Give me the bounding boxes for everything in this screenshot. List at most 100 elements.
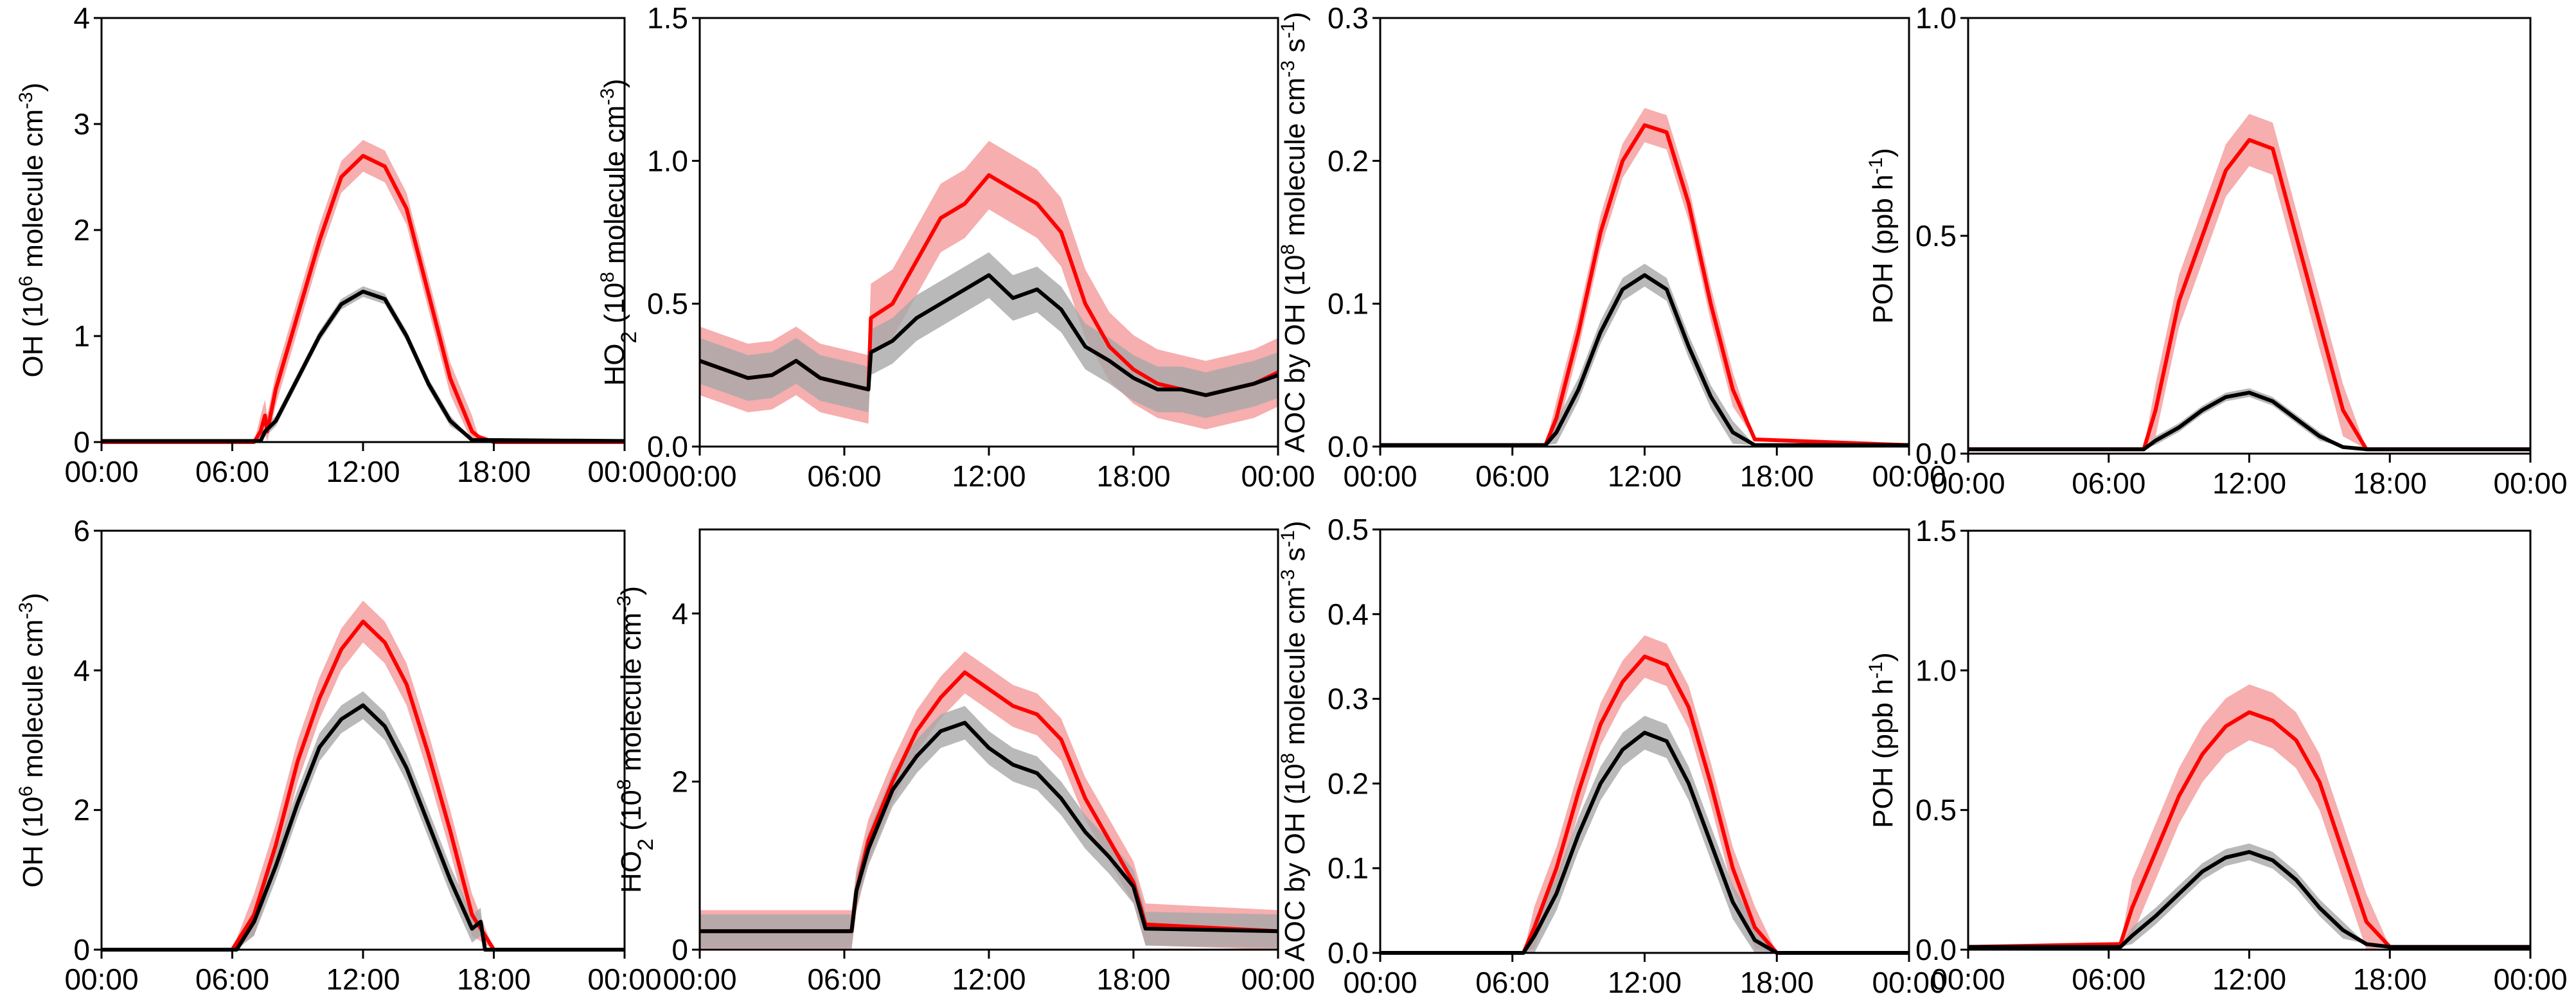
y-axis-label-part: OH (10 <box>17 797 49 888</box>
y-axis-label-part: HO <box>616 851 647 893</box>
black-uncertainty-band <box>102 691 625 950</box>
y-axis-label-part: molecule cm <box>1279 587 1311 753</box>
black-series-line <box>1968 849 2530 949</box>
y-tick-label: 0.3 <box>1328 1 1369 35</box>
y-tick-label: 0.0 <box>1915 437 1957 470</box>
y-axis-label-part: molecule cm <box>1279 78 1311 244</box>
y-axis-label-part: -3 <box>1277 60 1299 78</box>
red-series-line <box>700 670 1279 934</box>
y-axis-label: HO2 (108 molecule cm-3) <box>614 586 659 893</box>
panel-row1-POH: 0.0 0.5 1.0 00:00 06:00 12:00 18:00 00:00 POH (p… <box>1865 1 2568 500</box>
y-axis-label-part: -3 <box>597 88 618 105</box>
y-axis-label-part: -3 <box>15 92 37 109</box>
red-series-line <box>1968 710 2530 949</box>
y-axis-label-part: AOC by OH (10 <box>1279 764 1311 962</box>
x-tick-label: 06:00 <box>807 459 881 493</box>
red-series-line <box>102 154 625 444</box>
y-tick-label: 1.5 <box>1915 514 1957 547</box>
y-axis-label-part: -3 <box>614 596 635 613</box>
black-series-line <box>102 703 625 952</box>
y-tick-label: 0.2 <box>1328 144 1369 177</box>
y-tick-label: 0.0 <box>647 430 688 463</box>
x-tick-label: 12:00 <box>2212 963 2286 996</box>
y-tick-label: 0.5 <box>1915 219 1957 253</box>
y-tick-label: 0 <box>73 933 90 966</box>
y-tick-label: 4 <box>73 1 90 35</box>
y-axis-label: AOC by OH (108 molecule cm-3 s-1) <box>1277 520 1311 961</box>
y-tick-label: 2 <box>73 213 90 247</box>
y-axis-label-part: 8 <box>597 272 618 283</box>
black-series-line <box>1968 391 2530 452</box>
y-tick-label: 0 <box>671 933 688 966</box>
y-tick-label: 1 <box>73 319 90 353</box>
x-tick-label: 00:00 <box>2493 963 2567 996</box>
y-tick-label: 0.4 <box>1328 598 1369 631</box>
plot-frame <box>100 17 626 443</box>
y-tick-label: 1.0 <box>647 144 688 177</box>
y-axis-label: OH (106 molecule cm-3) <box>15 592 49 887</box>
x-tick-label: 00:00 <box>662 459 736 493</box>
y-axis-label-part: ) <box>1867 652 1899 662</box>
y-axis-label-part: ) <box>599 79 630 89</box>
x-tick-label: 06:00 <box>195 455 269 488</box>
y-axis-label-part: molecule cm <box>17 109 49 276</box>
y-axis-label-part: ) <box>17 82 49 92</box>
x-tick-label: 06:00 <box>807 963 881 996</box>
y-axis-label-part: 2 <box>617 332 641 344</box>
y-tick-label: 0.0 <box>1915 933 1957 966</box>
red-series-line <box>1968 138 2530 452</box>
y-tick-label: 2 <box>73 794 90 827</box>
x-tick-label: 00:00 <box>64 455 138 488</box>
x-tick-label: 18:00 <box>457 963 531 996</box>
y-tick-label: 4 <box>73 653 90 687</box>
y-tick-label: 0 <box>73 425 90 459</box>
y-axis-label-part: 6 <box>15 786 37 797</box>
x-tick-label: 18:00 <box>2353 466 2427 500</box>
x-tick-label: 12:00 <box>952 963 1026 996</box>
x-tick-label: 06:00 <box>1475 966 1549 999</box>
y-axis-label-part: -1 <box>1277 530 1299 547</box>
panel-row2-AOC: 0.0 0.1 0.2 0.3 0.4 0.5 00:00 06:00 12:00 18:00 00… <box>1277 513 1946 999</box>
x-tick-label: 18:00 <box>1740 459 1814 493</box>
y-axis-label-part: -1 <box>1865 157 1887 175</box>
y-axis-label-part: 2 <box>634 839 658 851</box>
x-tick-label: 12:00 <box>326 963 400 996</box>
y-axis-label-part: AOC by OH (10 <box>1279 255 1311 453</box>
panel-row1-OH: 0 1 2 3 4 00:00 06:00 12:00 18:00 00:00 OH (106 mo… <box>15 1 662 488</box>
black-series-line <box>102 289 625 443</box>
y-tick-label: 0.5 <box>1328 513 1369 546</box>
black-series-line <box>1380 731 1909 955</box>
black-series-line <box>1380 273 1909 447</box>
y-axis-label-part: 8 <box>1277 244 1299 255</box>
y-tick-label: 4 <box>671 597 688 630</box>
y-axis-label: POH (ppb h-1) <box>1865 652 1899 828</box>
y-axis-label-part: OH (10 <box>17 287 49 378</box>
y-axis-label-part: POH (ppb h <box>1867 679 1899 828</box>
x-tick-label: 06:00 <box>2072 963 2145 996</box>
x-tick-label: 06:00 <box>2072 466 2145 500</box>
y-axis-label-part: s <box>1279 547 1311 569</box>
y-tick-label: 0.0 <box>1328 936 1369 970</box>
x-tick-label: 12:00 <box>1608 459 1682 493</box>
x-tick-label: 00:00 <box>587 455 661 488</box>
y-axis-label-part: (10 <box>599 283 630 332</box>
red-uncertainty-band <box>1380 635 1909 953</box>
x-tick-label: 18:00 <box>2353 963 2427 996</box>
red-series-line <box>1380 123 1910 447</box>
y-axis-label: OH (106 molecule cm-3) <box>15 82 49 377</box>
x-tick-label: 00:00 <box>1241 459 1315 493</box>
x-tick-label: 06:00 <box>195 963 269 996</box>
black-uncertainty-band <box>102 286 625 441</box>
y-tick-label: 1.0 <box>1915 1 1957 35</box>
y-axis-label: AOC by OH (108 molecule cm-3 s-1) <box>1277 12 1311 452</box>
plot-frame <box>100 529 626 951</box>
y-axis-label-part: HO <box>599 343 630 386</box>
black-uncertainty-band <box>1380 716 1909 953</box>
black-series-line <box>700 720 1279 934</box>
y-tick-label: 0.3 <box>1328 682 1369 716</box>
y-tick-label: 0.5 <box>647 287 688 321</box>
x-tick-label: 00:00 <box>1931 466 2005 500</box>
y-axis-label-part: -1 <box>1865 662 1887 679</box>
y-tick-label: 2 <box>671 765 688 798</box>
